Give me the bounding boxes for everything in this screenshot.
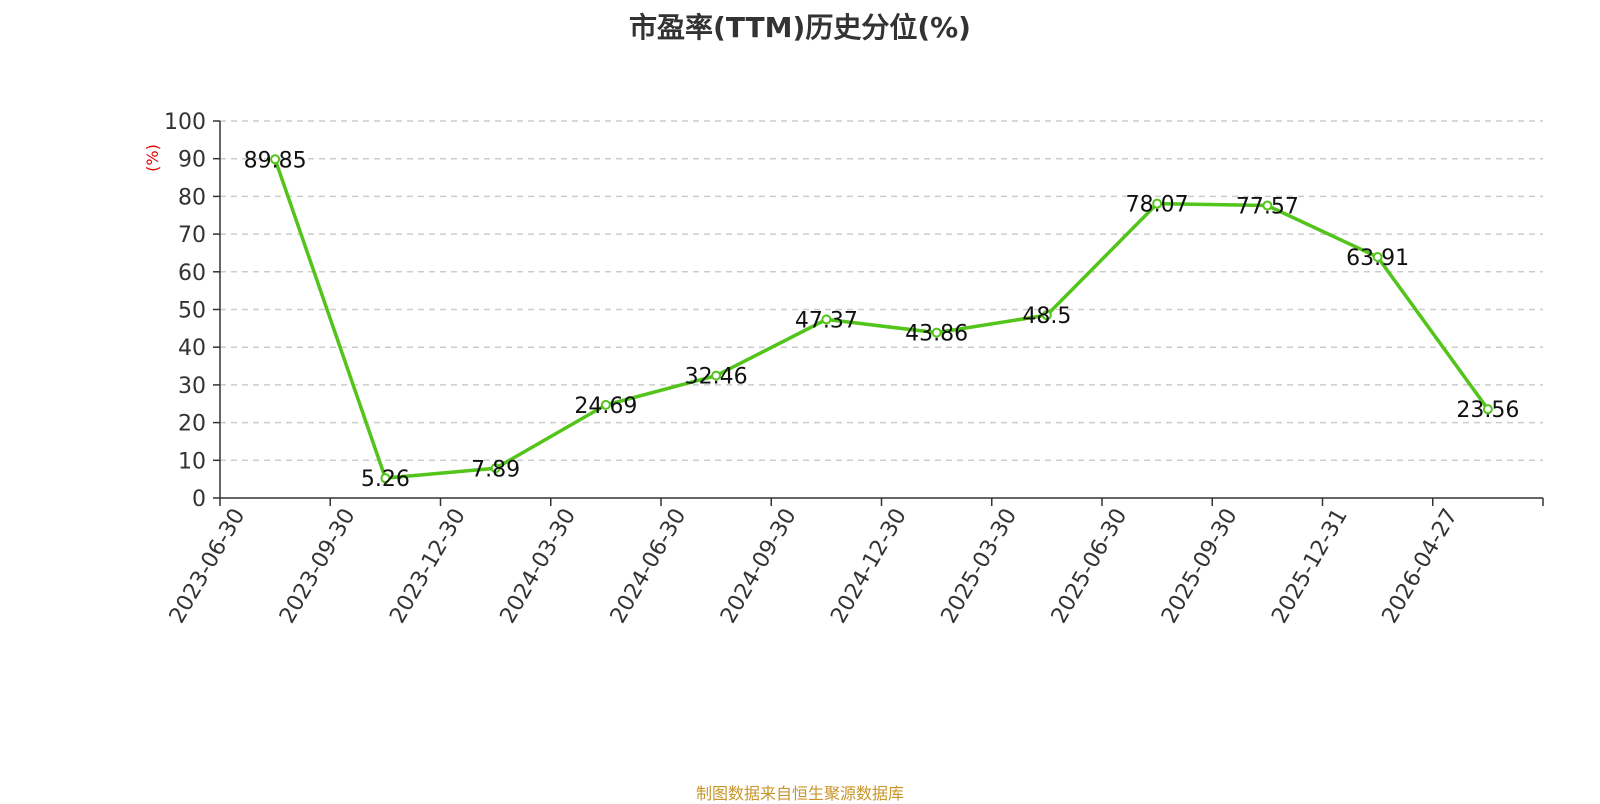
- footer-credit: 制图数据来自恒生聚源数据库: [695, 784, 904, 803]
- grid-lines: [220, 120, 1543, 462]
- series-line: [273, 158, 1490, 480]
- x-tick-label: 2024-12-30: [826, 505, 912, 628]
- y-tick-label: 30: [178, 374, 206, 399]
- y-tick-label: 100: [164, 110, 206, 135]
- chart-title: 市盈率(TTM)历史分位(%): [629, 11, 971, 44]
- data-label: 89.85: [244, 148, 307, 173]
- data-point: [1262, 200, 1273, 211]
- data-label: 63.91: [1346, 246, 1409, 271]
- data-point: [821, 314, 832, 325]
- x-tick-label: 2023-12-30: [385, 505, 471, 628]
- x-tick-label: 2024-09-30: [716, 505, 802, 628]
- data-point: [1482, 404, 1493, 415]
- data-label: 78.07: [1126, 193, 1189, 218]
- data-point: [270, 154, 281, 165]
- data-point: [1152, 198, 1163, 209]
- data-label: 47.37: [795, 308, 858, 333]
- data-label: 32.46: [685, 365, 748, 390]
- y-tick-label: 90: [178, 148, 206, 173]
- data-label: 7.89: [471, 457, 520, 482]
- y-tick-label: 0: [192, 487, 206, 512]
- data-label: 48.5: [1022, 304, 1071, 329]
- y-tick-label: 50: [178, 299, 206, 324]
- data-point: [600, 399, 611, 410]
- y-tick-label: 70: [178, 223, 206, 248]
- x-tick-labels: 2023-06-30 2023-09-30 2023-12-30 2024-03-30…: [165, 505, 1463, 628]
- x-tick-label: 2023-06-30: [165, 505, 251, 628]
- y-tick-label: 80: [178, 185, 206, 210]
- x-tick-label: 2023-09-30: [275, 505, 361, 628]
- y-axis-label: (%): [143, 144, 162, 172]
- x-tick-label: 2025-09-30: [1157, 505, 1243, 628]
- data-label: 77.57: [1236, 195, 1299, 220]
- x-tick-label: 2024-06-30: [606, 505, 692, 628]
- y-tick-label: 40: [178, 336, 206, 361]
- y-tick-label: 60: [178, 261, 206, 286]
- data-point: [1372, 252, 1383, 263]
- data-label: 24.69: [574, 394, 637, 419]
- data-point: [380, 473, 391, 484]
- data-labels: 89.85 5.26 7.89 24.69 32.46 47.37 43.86 48.5 78.…: [244, 148, 1520, 492]
- series: [273, 158, 1490, 480]
- y-tick-label: 20: [178, 412, 206, 437]
- x-tick-label: 2026-04-27: [1377, 505, 1463, 628]
- data-point: [490, 463, 501, 474]
- y-tick-label: 10: [178, 449, 206, 474]
- y-tick-labels: 0 10 20 30 40 50 60 70 80 90 100: [164, 110, 206, 512]
- data-point: [1041, 310, 1052, 321]
- x-tick-label: 2025-12-31: [1267, 505, 1353, 628]
- data-points: [270, 154, 1493, 484]
- data-point: [931, 327, 942, 338]
- axes: [213, 120, 1544, 506]
- data-label: 23.56: [1456, 398, 1519, 423]
- data-label: 43.86: [905, 322, 968, 347]
- x-tick-label: 2025-06-30: [1047, 505, 1133, 628]
- x-tick-label: 2025-03-30: [936, 505, 1022, 628]
- data-label: 5.26: [361, 467, 410, 492]
- x-tick-label: 2024-03-30: [495, 505, 581, 628]
- data-point: [711, 370, 722, 381]
